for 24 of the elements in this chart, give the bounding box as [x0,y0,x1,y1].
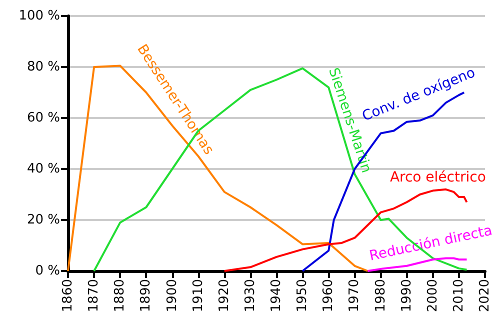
y-tick-label: 0 % [35,264,60,278]
y-tick-label: 60 % [26,110,60,126]
x-tick-label: 1860 [60,279,76,312]
x-tick-label: 1990 [399,279,414,312]
x-tick-label: 1890 [138,279,154,312]
x-tick-label: 1910 [190,279,206,312]
y-tick-label: 20 % [26,212,60,228]
x-tick-label: 1980 [373,279,388,312]
y-tick-label: 100 % [18,8,60,24]
series-label: Arco eléctrico [390,169,486,186]
x-tick-label: 1920 [216,279,232,312]
x-tick-label: 1880 [112,279,128,312]
x-tick-label: 1900 [164,279,180,312]
x-tick-label: 1870 [86,279,102,312]
x-tick-label: 2020 [478,279,492,312]
y-tick-label: 40 % [26,162,60,176]
y-tick-label: 80 % [26,60,60,74]
x-tick-label: 1970 [347,279,362,312]
x-tick-label: 1930 [242,279,258,312]
x-tick-label: 1960 [321,279,336,312]
x-tick-label: 2000 [425,279,440,312]
x-tick-label: 1950 [295,279,310,312]
x-tick-label: 2010 [451,279,466,312]
x-tick-label: 1940 [269,279,284,312]
